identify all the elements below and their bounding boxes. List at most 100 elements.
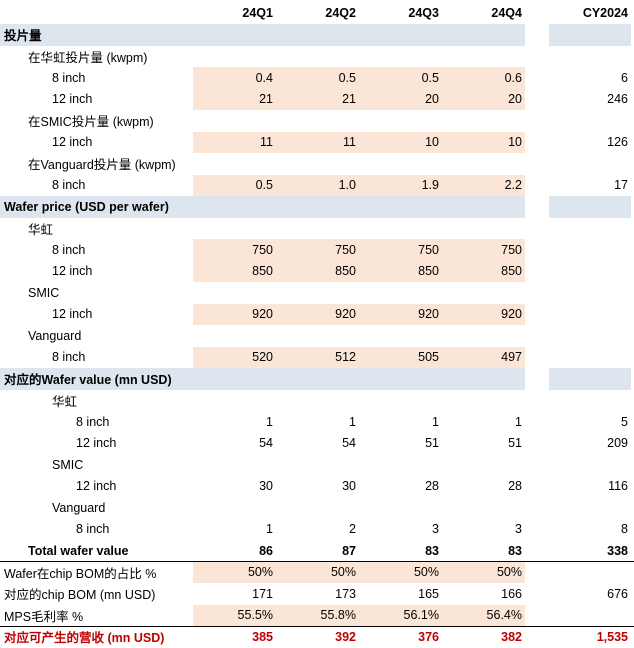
value-cell[interactable] [193, 454, 276, 476]
value-cell[interactable]: 30 [259, 479, 273, 494]
value-cell[interactable]: 173 [335, 586, 356, 601]
row-label[interactable]: 在Vanguard投片量 (kwpm) [28, 158, 176, 173]
value-cell[interactable]: 1 [515, 414, 522, 429]
row-label[interactable]: 对应可产生的营收 (mn USD) [4, 631, 165, 646]
value-cell[interactable] [442, 24, 525, 46]
value-cell[interactable]: 0.5 [193, 174, 276, 196]
value-cell[interactable]: 54 [342, 436, 356, 451]
value-cell[interactable] [359, 454, 442, 476]
row-label[interactable]: 华虹 [52, 394, 78, 409]
cy-value-cell[interactable]: 209 [607, 436, 628, 451]
value-cell[interactable]: 87 [342, 543, 356, 558]
cy-value-cell[interactable]: 17 [614, 178, 628, 193]
value-cell[interactable] [276, 46, 359, 68]
row-label[interactable]: MPS毛利率 % [4, 609, 84, 624]
value-cell[interactable]: 392 [335, 629, 356, 644]
row-label[interactable]: SMIC [52, 457, 84, 472]
cy-value-cell[interactable] [549, 497, 631, 519]
value-cell[interactable] [193, 153, 276, 175]
value-cell[interactable] [359, 282, 442, 304]
value-cell[interactable]: 30 [342, 479, 356, 494]
cy-value-cell[interactable] [549, 454, 631, 476]
value-cell[interactable]: 920 [193, 303, 276, 325]
value-cell[interactable]: 55.5% [193, 604, 276, 626]
value-cell[interactable]: 0.5 [359, 67, 442, 89]
cy-value-cell[interactable] [549, 605, 631, 627]
value-cell[interactable]: 21 [276, 88, 359, 110]
row-label[interactable]: 12 inch [76, 436, 117, 451]
value-cell[interactable]: 497 [442, 346, 525, 368]
cy-value-cell[interactable] [549, 46, 631, 68]
value-cell[interactable] [442, 153, 525, 175]
value-cell[interactable]: 3 [515, 522, 522, 537]
value-cell[interactable]: 850 [193, 260, 276, 282]
row-label[interactable]: 在华虹投片量 (kwpm) [28, 50, 148, 65]
cy-value-cell[interactable] [549, 196, 631, 218]
row-label[interactable]: 对应的Wafer value (mn USD) [4, 373, 172, 388]
value-cell[interactable]: 750 [193, 239, 276, 261]
row-label[interactable]: 8 inch [52, 178, 86, 193]
cy-value-cell[interactable] [549, 239, 631, 261]
value-cell[interactable]: 166 [501, 586, 522, 601]
value-cell[interactable]: 1.0 [276, 174, 359, 196]
row-label[interactable]: 12 inch [52, 135, 93, 150]
row-label[interactable]: 投片量 [4, 29, 42, 44]
row-label[interactable]: Vanguard [52, 500, 106, 515]
value-cell[interactable]: 56.1% [359, 604, 442, 626]
value-cell[interactable]: 512 [276, 346, 359, 368]
value-cell[interactable] [442, 454, 525, 476]
value-cell[interactable]: 1 [349, 414, 356, 429]
value-cell[interactable] [193, 24, 276, 46]
cy-value-cell[interactable] [549, 218, 631, 240]
value-cell[interactable]: 0.5 [276, 67, 359, 89]
row-label[interactable]: SMIC [28, 285, 60, 300]
value-cell[interactable] [276, 454, 359, 476]
value-cell[interactable] [442, 325, 525, 347]
row-label[interactable]: 8 inch [52, 242, 86, 257]
value-cell[interactable] [276, 218, 359, 240]
value-cell[interactable] [442, 390, 525, 412]
value-cell[interactable]: 11 [276, 131, 359, 153]
cy-value-cell[interactable] [549, 368, 631, 390]
value-cell[interactable]: 83 [508, 543, 522, 558]
value-cell[interactable] [193, 390, 276, 412]
value-cell[interactable]: 50% [442, 561, 525, 583]
value-cell[interactable]: 50% [276, 561, 359, 583]
row-label[interactable]: 12 inch [52, 92, 93, 107]
row-label[interactable]: 8 inch [76, 522, 110, 537]
value-cell[interactable] [193, 325, 276, 347]
cy-value-cell[interactable]: 8 [621, 522, 628, 537]
row-label[interactable]: Wafer price (USD per wafer) [4, 199, 169, 214]
value-cell[interactable]: 171 [252, 586, 273, 601]
value-cell[interactable] [359, 368, 442, 390]
value-cell[interactable] [442, 282, 525, 304]
value-cell[interactable] [276, 497, 359, 519]
cy-value-cell[interactable] [549, 110, 631, 132]
value-cell[interactable] [359, 390, 442, 412]
value-cell[interactable]: 750 [359, 239, 442, 261]
value-cell[interactable]: 0.6 [442, 67, 525, 89]
value-cell[interactable]: 51 [425, 436, 439, 451]
cy-value-cell[interactable]: 338 [607, 543, 628, 558]
row-label[interactable]: Total wafer value [28, 543, 129, 558]
value-cell[interactable]: 850 [359, 260, 442, 282]
value-cell[interactable]: 28 [425, 479, 439, 494]
value-cell[interactable]: 382 [501, 629, 522, 644]
value-cell[interactable] [276, 390, 359, 412]
row-label[interactable]: 12 inch [52, 307, 93, 322]
value-cell[interactable] [276, 153, 359, 175]
cy-value-cell[interactable]: 246 [607, 92, 628, 107]
value-cell[interactable] [359, 218, 442, 240]
row-label[interactable]: 8 inch [52, 350, 86, 365]
value-cell[interactable]: 56.4% [442, 604, 525, 626]
cy-value-cell[interactable]: 126 [607, 135, 628, 150]
value-cell[interactable]: 850 [276, 260, 359, 282]
cy-value-cell[interactable] [549, 261, 631, 283]
value-cell[interactable] [193, 282, 276, 304]
value-cell[interactable]: 850 [442, 260, 525, 282]
value-cell[interactable]: 0.4 [193, 67, 276, 89]
value-cell[interactable]: 920 [276, 303, 359, 325]
value-cell[interactable] [359, 325, 442, 347]
value-cell[interactable]: 920 [442, 303, 525, 325]
value-cell[interactable] [276, 196, 359, 218]
